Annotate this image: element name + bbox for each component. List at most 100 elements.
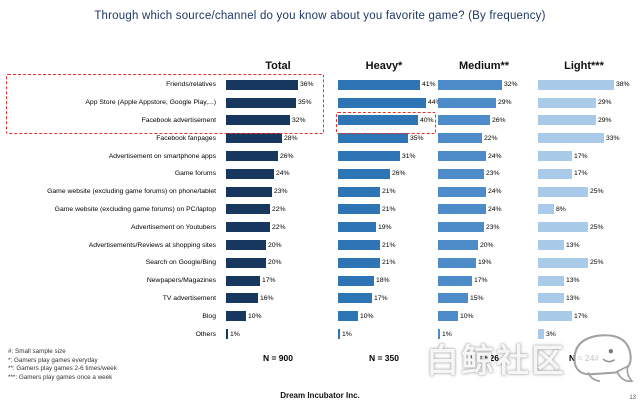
bar-light-advertisements-reviews-at-shopping-sites xyxy=(538,240,564,251)
bar-value: 8% xyxy=(556,205,566,213)
bar-cell-medium: 23% xyxy=(434,218,534,236)
bar-total-facebook-fanpages xyxy=(226,133,282,144)
bar-value: 22% xyxy=(484,134,498,142)
bar-value: 25% xyxy=(590,223,604,231)
bar-total-friends-relatives xyxy=(226,79,298,90)
bar-value: 29% xyxy=(498,99,512,107)
bar-heavy-others xyxy=(338,329,340,340)
bar-cell-light: 25% xyxy=(534,218,634,236)
bar-medium-facebook-advertisement xyxy=(438,115,490,126)
bar-cell-medium: 22% xyxy=(434,129,534,147)
page-number: 13 xyxy=(629,395,636,401)
bar-value: 35% xyxy=(298,99,312,107)
bar-cell-light: 17% xyxy=(534,307,634,325)
bar-value: 31% xyxy=(402,152,416,160)
chart-row-others: Others 1% 1% 1% 3% xyxy=(8,325,634,343)
bar-cell-heavy: 40% xyxy=(334,112,434,130)
bar-heavy-advertisement-on-youtubers xyxy=(338,222,376,233)
bar-cell-heavy: 1% xyxy=(334,325,434,343)
bar-cell-total: 20% xyxy=(222,236,334,254)
category-label: Blog xyxy=(202,312,216,320)
column-header-light: Light*** xyxy=(564,60,604,72)
bar-cell-total: 22% xyxy=(222,201,334,219)
bar-cell-total: 10% xyxy=(222,307,334,325)
column-headers: Total Heavy* Medium** Light*** xyxy=(8,46,634,76)
bar-heavy-game-forums xyxy=(338,168,390,179)
bar-light-facebook-advertisement xyxy=(538,115,596,126)
category-label: Advertisements/Reviews at shopping sites xyxy=(88,241,216,249)
bar-cell-light: 25% xyxy=(534,183,634,201)
category-label: Game website (excluding game forums) on … xyxy=(54,205,216,213)
bar-cell-total: 24% xyxy=(222,165,334,183)
bar-total-advertisement-on-smartphone-apps xyxy=(226,151,278,162)
bar-cell-heavy: 35% xyxy=(334,129,434,147)
category-label: Facebook fanpages xyxy=(156,134,216,142)
bar-medium-facebook-fanpages xyxy=(438,133,482,144)
bar-cell-total: 22% xyxy=(222,218,334,236)
bar-value: 21% xyxy=(382,241,396,249)
bar-value: 24% xyxy=(488,205,502,213)
bar-medium-advertisement-on-youtubers xyxy=(438,222,484,233)
bar-cell-heavy: 41% xyxy=(334,76,436,94)
bar-cell-total: 17% xyxy=(222,272,334,290)
bar-cell-medium: 15% xyxy=(434,290,534,308)
bar-heavy-facebook-fanpages xyxy=(338,133,408,144)
chart-row-app-store-apple-appstore-google-play: App Store (Apple Appstore, Google Play,.… xyxy=(8,94,634,112)
bar-value: 32% xyxy=(504,81,518,89)
bar-light-newpapers-magazines xyxy=(538,275,564,286)
column-header-medium: Medium** xyxy=(458,60,510,72)
category-label: Game forums xyxy=(174,170,216,178)
bar-value: 17% xyxy=(574,152,588,160)
column-header-total: Total xyxy=(265,60,291,72)
chart-row-game-website-excluding-game-forums-on-phone-tablet: Game website (excluding game forums) on … xyxy=(8,183,634,201)
bar-value: 22% xyxy=(272,223,286,231)
bar-total-game-website-excluding-game-forums-on-phone-tablet xyxy=(226,186,272,197)
bar-value: 25% xyxy=(590,188,604,196)
category-label: Advertisement on Youtubers xyxy=(130,223,216,231)
bar-value: 3% xyxy=(546,330,556,338)
bar-cell-light: 13% xyxy=(534,236,634,254)
bar-value: 17% xyxy=(474,277,488,285)
bar-total-newpapers-magazines xyxy=(226,275,260,286)
bar-cell-medium: 17% xyxy=(434,272,534,290)
bar-medium-search-on-google-bing xyxy=(438,257,476,268)
bar-cell-heavy: 17% xyxy=(334,290,434,308)
bar-cell-medium: 24% xyxy=(434,147,534,165)
bar-heavy-tv-advertisement xyxy=(338,293,372,304)
chart-row-friends-relatives: Friends/relatives 36% 41% 32% 38% xyxy=(8,76,634,94)
bar-value: 19% xyxy=(478,259,492,267)
bar-value: 24% xyxy=(488,188,502,196)
bar-value: 13% xyxy=(566,277,580,285)
bar-medium-game-website-excluding-game-forums-on-pc-laptop xyxy=(438,204,486,215)
bar-value: 26% xyxy=(280,152,294,160)
bar-value: 10% xyxy=(360,312,374,320)
bar-chart: Total Heavy* Medium** Light*** Friends/rela… xyxy=(8,46,634,363)
chart-row-facebook-fanpages: Facebook fanpages 28% 35% 22% 33% xyxy=(8,129,634,147)
bar-heavy-blog xyxy=(338,311,358,322)
bar-heavy-advertisement-on-smartphone-apps xyxy=(338,151,400,162)
bar-cell-total: 32% xyxy=(222,112,334,130)
bar-light-others xyxy=(538,329,544,340)
bar-cell-total: 35% xyxy=(222,94,334,112)
bar-value: 26% xyxy=(392,170,406,178)
bar-cell-heavy: 31% xyxy=(334,147,434,165)
bar-value: 28% xyxy=(284,134,298,142)
bar-total-others xyxy=(226,329,228,340)
bar-light-facebook-fanpages xyxy=(538,133,604,144)
bar-total-blog xyxy=(226,311,246,322)
bar-value: 36% xyxy=(300,81,314,89)
bar-cell-medium: 20% xyxy=(434,236,534,254)
bar-light-blog xyxy=(538,311,572,322)
bar-value: 22% xyxy=(272,205,286,213)
chart-row-advertisements-reviews-at-shopping-sites: Advertisements/Reviews at shopping sites… xyxy=(8,236,634,254)
bar-cell-medium: 10% xyxy=(434,307,534,325)
bar-heavy-app-store-apple-appstore-google-play xyxy=(338,97,426,108)
bar-cell-total: 1% xyxy=(222,325,334,343)
bar-cell-medium: 23% xyxy=(434,165,534,183)
bar-value: 20% xyxy=(268,259,282,267)
bar-cell-heavy: 10% xyxy=(334,307,434,325)
bar-cell-light: 17% xyxy=(534,165,634,183)
bar-value: 16% xyxy=(260,294,274,302)
bar-value: 23% xyxy=(486,170,500,178)
bar-medium-game-website-excluding-game-forums-on-phone-tablet xyxy=(438,186,486,197)
